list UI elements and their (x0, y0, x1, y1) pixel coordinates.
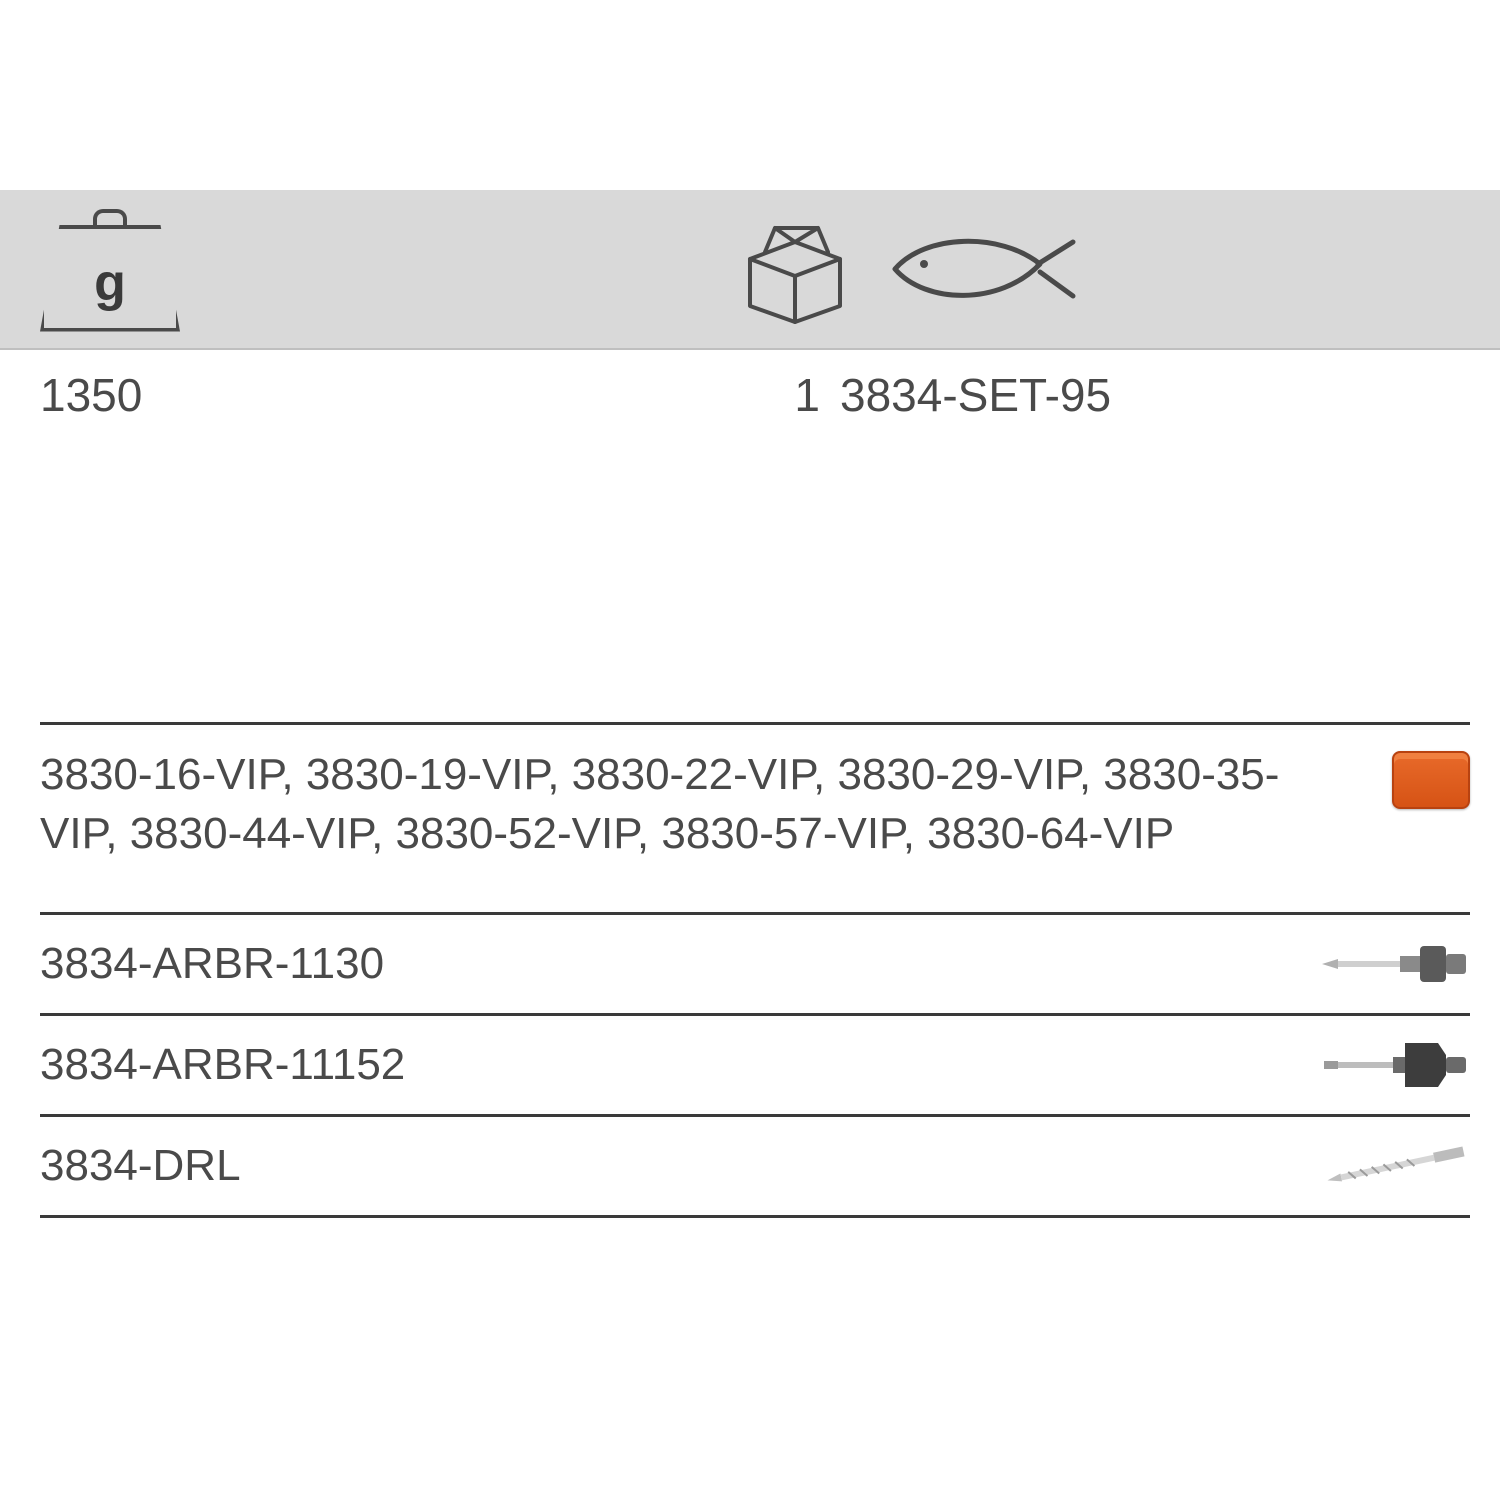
spec-col-part (880, 224, 1470, 314)
page: g (0, 0, 1500, 1500)
weight-icon: g (40, 207, 180, 332)
box-icon (730, 214, 860, 324)
contents-text: 3834-ARBR-11152 (40, 1035, 1300, 1094)
contents-row: 3834-ARBR-11152 (40, 1013, 1470, 1114)
drill-bit-icon (1320, 1131, 1470, 1201)
contents-row: 3834-DRL (40, 1114, 1470, 1218)
contents-row: 3834-ARBR-1130 (40, 912, 1470, 1013)
holesaw-icon (1320, 745, 1470, 815)
contents-text: 3830-16-VIP, 3830-19-VIP, 3830-22-VIP, 3… (40, 745, 1300, 864)
arbor-icon (1320, 929, 1470, 999)
spec-header-row: g (0, 190, 1500, 350)
contents-text: 3834-ARBR-1130 (40, 934, 1300, 993)
spec-value-qty: 1 (730, 368, 840, 422)
spec-col-weight: g (40, 207, 730, 332)
arbor-icon (1320, 1030, 1470, 1100)
contents-row: 3830-16-VIP, 3830-19-VIP, 3830-22-VIP, 3… (40, 722, 1470, 912)
spec-col-qty (730, 214, 880, 324)
spec-value-weight: 1350 (40, 368, 730, 422)
contents-text: 3834-DRL (40, 1136, 1300, 1195)
spec-data-row: 1350 1 3834-SET-95 (0, 350, 1500, 422)
spec-table: g (0, 190, 1500, 422)
fish-icon (880, 224, 1080, 314)
weight-unit-label: g (40, 253, 180, 313)
contents-table: 3830-16-VIP, 3830-19-VIP, 3830-22-VIP, 3… (0, 722, 1500, 1218)
spec-value-part: 3834-SET-95 (840, 368, 1470, 422)
